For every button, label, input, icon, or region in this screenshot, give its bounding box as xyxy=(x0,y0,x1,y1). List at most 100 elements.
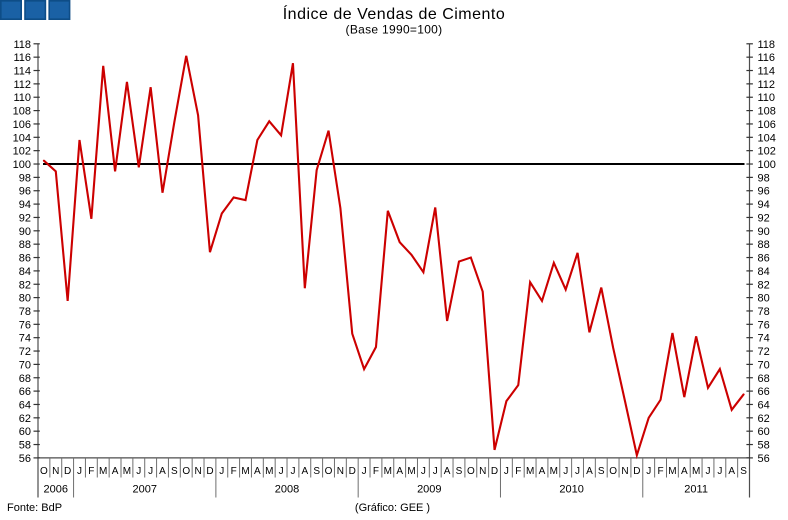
svg-text:80: 80 xyxy=(19,293,31,305)
svg-text:56: 56 xyxy=(19,453,31,465)
svg-text:S: S xyxy=(598,466,605,477)
svg-text:2008: 2008 xyxy=(275,484,299,496)
svg-text:M: M xyxy=(526,466,534,477)
svg-text:F: F xyxy=(231,466,237,477)
svg-text:A: A xyxy=(444,466,451,477)
svg-text:2007: 2007 xyxy=(132,484,156,496)
svg-text:O: O xyxy=(182,466,190,477)
svg-text:74: 74 xyxy=(758,333,770,345)
svg-text:M: M xyxy=(668,466,676,477)
svg-text:J: J xyxy=(279,466,284,477)
svg-text:O: O xyxy=(467,466,475,477)
svg-text:J: J xyxy=(504,466,509,477)
svg-text:D: D xyxy=(349,466,356,477)
svg-text:66: 66 xyxy=(19,386,31,398)
svg-text:(Gráfico: GEE ): (Gráfico: GEE ) xyxy=(355,502,430,514)
svg-text:A: A xyxy=(396,466,403,477)
svg-text:116: 116 xyxy=(758,52,776,64)
svg-text:64: 64 xyxy=(758,399,770,411)
svg-text:92: 92 xyxy=(19,212,31,224)
svg-text:J: J xyxy=(421,466,426,477)
svg-text:108: 108 xyxy=(13,106,31,118)
svg-text:82: 82 xyxy=(19,279,31,291)
svg-text:92: 92 xyxy=(758,212,770,224)
svg-text:J: J xyxy=(77,466,82,477)
svg-text:104: 104 xyxy=(13,132,31,144)
svg-text:M: M xyxy=(550,466,558,477)
svg-text:F: F xyxy=(88,466,94,477)
svg-text:88: 88 xyxy=(19,239,31,251)
svg-text:S: S xyxy=(456,466,463,477)
svg-text:102: 102 xyxy=(13,146,31,158)
svg-text:86: 86 xyxy=(758,253,770,265)
svg-text:J: J xyxy=(575,466,580,477)
svg-text:F: F xyxy=(515,466,521,477)
svg-text:118: 118 xyxy=(758,39,776,51)
svg-text:A: A xyxy=(539,466,546,477)
svg-text:104: 104 xyxy=(758,132,776,144)
svg-text:J: J xyxy=(646,466,651,477)
svg-text:112: 112 xyxy=(13,79,31,91)
svg-text:F: F xyxy=(658,466,664,477)
svg-text:88: 88 xyxy=(758,239,770,251)
svg-text:116: 116 xyxy=(13,52,31,64)
svg-text:58: 58 xyxy=(19,440,31,452)
svg-text:M: M xyxy=(99,466,107,477)
svg-text:D: D xyxy=(491,466,498,477)
svg-text:2010: 2010 xyxy=(559,484,583,496)
svg-text:N: N xyxy=(621,466,628,477)
svg-text:80: 80 xyxy=(758,293,770,305)
svg-text:64: 64 xyxy=(19,399,31,411)
svg-text:O: O xyxy=(609,466,617,477)
svg-text:(Base 1990=100): (Base 1990=100) xyxy=(346,23,443,37)
svg-text:A: A xyxy=(301,466,308,477)
svg-text:2009: 2009 xyxy=(417,484,441,496)
svg-text:90: 90 xyxy=(758,226,770,238)
svg-text:A: A xyxy=(254,466,261,477)
svg-text:60: 60 xyxy=(758,426,770,438)
svg-text:J: J xyxy=(290,466,295,477)
svg-text:112: 112 xyxy=(758,79,776,91)
svg-text:62: 62 xyxy=(758,413,770,425)
svg-text:98: 98 xyxy=(19,172,31,184)
svg-text:2011: 2011 xyxy=(684,484,708,496)
svg-text:A: A xyxy=(728,466,735,477)
svg-text:106: 106 xyxy=(13,119,31,131)
svg-text:62: 62 xyxy=(19,413,31,425)
svg-text:J: J xyxy=(717,466,722,477)
svg-text:66: 66 xyxy=(758,386,770,398)
svg-text:114: 114 xyxy=(13,66,31,78)
svg-text:96: 96 xyxy=(758,186,770,198)
svg-text:M: M xyxy=(384,466,392,477)
svg-text:J: J xyxy=(563,466,568,477)
svg-text:J: J xyxy=(706,466,711,477)
svg-text:60: 60 xyxy=(19,426,31,438)
svg-text:78: 78 xyxy=(19,306,31,318)
svg-text:86: 86 xyxy=(19,253,31,265)
svg-text:102: 102 xyxy=(758,146,776,158)
svg-text:S: S xyxy=(171,466,178,477)
svg-text:2006: 2006 xyxy=(44,484,68,496)
svg-text:A: A xyxy=(159,466,166,477)
svg-text:J: J xyxy=(136,466,141,477)
svg-text:D: D xyxy=(64,466,71,477)
svg-text:118: 118 xyxy=(13,39,31,51)
svg-text:A: A xyxy=(681,466,688,477)
svg-text:O: O xyxy=(325,466,333,477)
svg-text:J: J xyxy=(219,466,224,477)
svg-text:96: 96 xyxy=(19,186,31,198)
svg-text:94: 94 xyxy=(758,199,770,211)
svg-text:Índice de Vendas de Cimento: Índice de Vendas de Cimento xyxy=(283,4,506,23)
svg-text:72: 72 xyxy=(19,346,31,358)
svg-text:90: 90 xyxy=(19,226,31,238)
svg-text:74: 74 xyxy=(19,333,31,345)
svg-text:O: O xyxy=(40,466,48,477)
svg-text:N: N xyxy=(52,466,59,477)
svg-text:70: 70 xyxy=(19,359,31,371)
svg-text:106: 106 xyxy=(758,119,776,131)
svg-text:M: M xyxy=(241,466,249,477)
svg-text:A: A xyxy=(112,466,119,477)
svg-text:94: 94 xyxy=(19,199,31,211)
svg-text:M: M xyxy=(407,466,415,477)
svg-text:100: 100 xyxy=(758,159,776,171)
